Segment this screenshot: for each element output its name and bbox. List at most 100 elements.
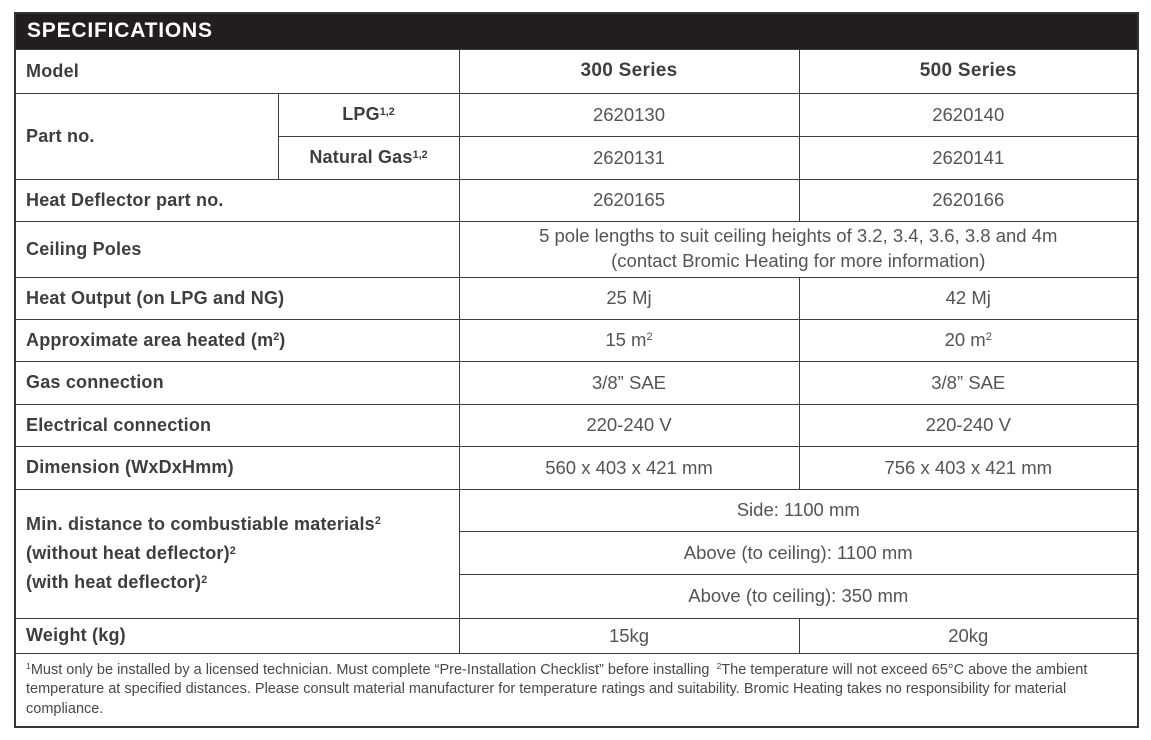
ceiling-poles-row: Ceiling Poles 5 pole lengths to suit cei… — [14, 220, 1139, 278]
lpg-label-superscript: 1,2 — [379, 105, 395, 118]
min-distance-label-cell: Min. distance to combustiable materials2… — [14, 488, 460, 619]
model-label: Model — [26, 60, 79, 81]
ceiling-poles-value-line2: (contact Bromic Heating for more informa… — [611, 250, 986, 271]
area-heated-label: Approximate area heated (m — [26, 329, 274, 350]
heat-deflector-label-cell: Heat Deflector part no. — [14, 178, 460, 222]
heat-output-300-cell: 25 Mj — [458, 276, 800, 320]
lpg-label-cell: LPG1,2 — [277, 92, 460, 137]
area-heated-500-superscript: 2 — [985, 331, 992, 344]
min-distance-label-line1: Min. distance to combustiable materials2 — [26, 513, 381, 534]
heat-deflector-500-cell: 2620166 — [798, 178, 1139, 222]
electrical-connection-row: Electrical connection 220-240 V 220-240 … — [14, 403, 1139, 447]
weight-label: Weight (kg) — [26, 625, 126, 645]
gas-connection-label: Gas connection — [26, 372, 164, 392]
area-heated-500: 20 m — [944, 329, 986, 350]
min-distance-side-value: Side: 1100 mm — [736, 499, 860, 520]
min-distance-line2-superscript: 2 — [229, 544, 236, 557]
area-heated-label-superscript: 2 — [273, 331, 280, 344]
min-distance-above-with-cell: Above (to ceiling): 350 mm — [458, 573, 1139, 619]
dimension-500: 756 x 403 x 421 mm — [884, 456, 1053, 478]
heat-deflector-label: Heat Deflector part no. — [26, 189, 224, 210]
gas-connection-row: Gas connection 3/8” SAE 3/8” SAE — [14, 360, 1139, 405]
natural-gas-label-cell: Natural Gas1,2 — [277, 135, 460, 180]
gas-connection-300: 3/8” SAE — [591, 371, 667, 393]
part-no-natural-gas-row: Natural Gas1,2 2620131 2620141 — [15, 135, 1139, 180]
min-distance-above-without-row: Above (to ceiling): 1100 mm — [15, 530, 1139, 575]
area-heated-label-cell: Approximate area heated (m2) — [14, 318, 460, 362]
series-500-header-cell: 500 Series — [798, 48, 1139, 94]
heat-deflector-300: 2620165 — [592, 189, 666, 210]
dimension-row: Dimension (WxDxHmm) 560 x 403 x 421 mm 7… — [14, 445, 1139, 490]
min-distance-line1-superscript: 2 — [374, 515, 381, 528]
electrical-connection-label-cell: Electrical connection — [14, 403, 460, 447]
gas-connection-500: 3/8” SAE — [931, 371, 1006, 393]
gas-connection-300-cell: 3/8” SAE — [458, 360, 800, 405]
heat-deflector-300-cell: 2620165 — [458, 178, 800, 222]
min-distance-label-line2: (without heat deflector)2 — [26, 542, 236, 563]
heat-output-500-cell: 42 Mj — [798, 276, 1139, 320]
min-distance-above-with-row: Above (to ceiling): 350 mm — [15, 573, 1139, 619]
natural-gas-part-500: 2620141 — [932, 146, 1005, 168]
page-title: SPECIFICATIONS — [27, 19, 213, 43]
dimension-500-cell: 756 x 403 x 421 mm — [798, 445, 1139, 490]
part-no-lpg-row: Part no. LPG1,2 2620130 2620140 — [14, 92, 1139, 180]
area-heated-500-cell: 20 m2 — [798, 318, 1139, 362]
footnote-text-2: The temperature will not exceed 65°C abo… — [26, 661, 1088, 717]
min-distance-above-without-value: Above (to ceiling): 1100 mm — [683, 541, 913, 563]
min-distance-above-with-value: Above (to ceiling): 350 mm — [688, 585, 909, 606]
weight-500-cell: 20kg — [798, 617, 1139, 654]
area-heated-label-close: ) — [279, 329, 286, 350]
ceiling-poles-label: Ceiling Poles — [26, 238, 142, 259]
ceiling-poles-label-cell: Ceiling Poles — [14, 220, 460, 278]
footnote-text-1: Must only be installed by a licensed tec… — [30, 661, 710, 678]
min-distance-above-without-cell: Above (to ceiling): 1100 mm — [458, 530, 1139, 575]
model-header-row: Model 300 Series 500 Series — [14, 48, 1139, 94]
dimension-300-cell: 560 x 403 x 421 mm — [458, 445, 800, 490]
heat-output-row: Heat Output (on LPG and NG) 25 Mj 42 Mj — [14, 276, 1139, 320]
electrical-connection-label: Electrical connection — [26, 414, 212, 435]
heat-output-300: 25 Mj — [606, 287, 652, 308]
area-heated-300-superscript: 2 — [646, 331, 653, 344]
weight-500: 20kg — [948, 624, 989, 646]
ceiling-poles-value-line1: 5 pole lengths to suit ceiling heights o… — [539, 225, 1058, 247]
specifications-table: SPECIFICATIONS Model 300 Series 500 Seri… — [14, 12, 1140, 728]
natural-gas-label: Natural Gas — [309, 147, 413, 167]
ceiling-poles-value-cell: 5 pole lengths to suit ceiling heights o… — [458, 220, 1139, 278]
lpg-part-300-cell: 2620130 — [458, 92, 800, 137]
dimension-label-cell: Dimension (WxDxHmm) — [14, 445, 460, 490]
heat-output-500: 42 Mj — [945, 287, 991, 308]
dimension-label: Dimension (WxDxHmm) — [26, 457, 234, 477]
footnote-row: 1Must only be installed by a licensed te… — [14, 652, 1139, 728]
lpg-part-500-cell: 2620140 — [798, 92, 1139, 137]
gas-connection-500-cell: 3/8” SAE — [798, 360, 1139, 405]
title-bar: SPECIFICATIONS — [14, 12, 1139, 50]
area-heated-row: Approximate area heated (m2) 15 m2 20 m2 — [14, 318, 1139, 362]
part-no-label: Part no. — [26, 125, 95, 146]
electrical-connection-500: 220-240 V — [925, 414, 1011, 435]
weight-row: Weight (kg) 15kg 20kg — [14, 617, 1139, 654]
series-300-header-cell: 300 Series — [458, 48, 800, 94]
min-distance-line3-superscript: 2 — [201, 573, 208, 586]
electrical-connection-500-cell: 220-240 V — [798, 403, 1139, 447]
electrical-connection-300-cell: 220-240 V — [458, 403, 800, 447]
heat-deflector-row: Heat Deflector part no. 2620165 2620166 — [14, 178, 1139, 222]
part-no-label-cell: Part no. — [14, 92, 279, 180]
heat-output-label: Heat Output (on LPG and NG) — [26, 287, 285, 308]
lpg-label: LPG — [342, 104, 380, 124]
natural-gas-part-500-cell: 2620141 — [798, 135, 1139, 180]
weight-300: 15kg — [608, 624, 650, 646]
area-heated-300-cell: 15 m2 — [458, 318, 800, 362]
min-distance-side-row: Min. distance to combustiable materials2… — [14, 488, 1139, 619]
heat-deflector-500: 2620166 — [932, 189, 1005, 210]
dimension-300: 560 x 403 x 421 mm — [545, 456, 713, 478]
title-bar-row: SPECIFICATIONS — [14, 12, 1139, 50]
electrical-connection-300: 220-240 V — [586, 414, 672, 435]
gas-connection-label-cell: Gas connection — [14, 360, 460, 405]
model-label-cell: Model — [14, 48, 460, 94]
min-distance-label-line3: (with heat deflector)2 — [26, 572, 208, 593]
series-500-header: 500 Series — [919, 60, 1017, 81]
series-300-header: 300 Series — [580, 60, 678, 81]
weight-label-cell: Weight (kg) — [14, 617, 460, 654]
natural-gas-part-300: 2620131 — [592, 146, 666, 168]
